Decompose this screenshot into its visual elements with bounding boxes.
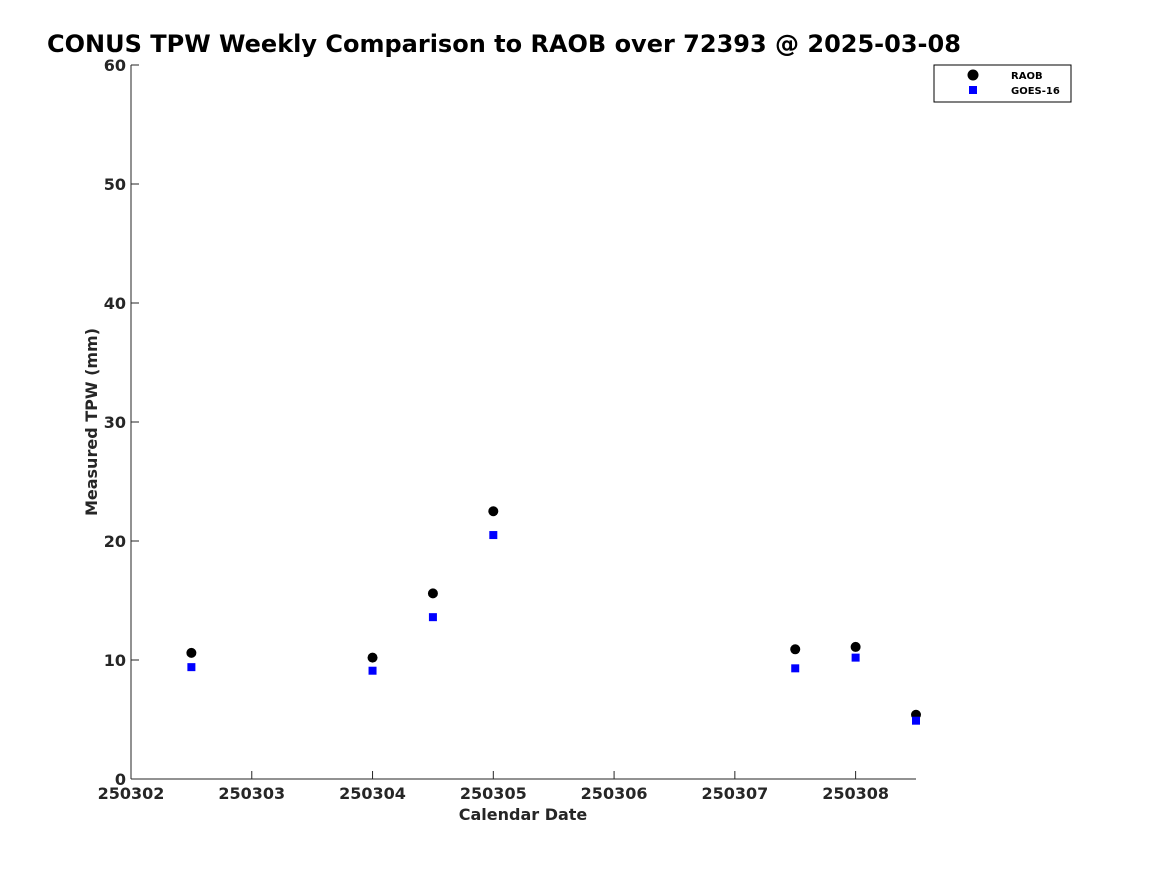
x-tick-label: 250308 — [822, 784, 889, 803]
y-axis-label: Measured TPW (mm) — [82, 328, 101, 516]
y-tick-label: 20 — [104, 532, 126, 551]
y-tick-label: 50 — [104, 175, 126, 194]
legend-marker-goes16 — [969, 86, 977, 94]
point-goes16 — [489, 531, 498, 540]
point-goes16 — [912, 716, 920, 725]
point-raob — [488, 506, 499, 517]
point-raob — [186, 647, 197, 658]
x-axis-ticks: 250302 250303 250304 250305 250306 250307 2503… — [98, 771, 889, 803]
legend-label-raob: RAOB — [1011, 71, 1043, 82]
point-goes16 — [368, 666, 377, 675]
point-raob — [367, 652, 378, 663]
data-points — [186, 506, 921, 725]
point-raob — [790, 644, 801, 655]
y-tick-label: 40 — [104, 294, 126, 313]
point-goes16 — [187, 663, 196, 672]
x-tick-label: 250303 — [218, 784, 285, 803]
x-tick-label: 250302 — [98, 784, 165, 803]
point-goes16 — [428, 613, 437, 622]
x-tick-label: 250304 — [339, 784, 406, 803]
legend-box — [933, 64, 1072, 103]
legend: RAOB GOES-16 — [933, 64, 1072, 103]
chart-title: CONUS TPW Weekly Comparison to RAOB over… — [47, 30, 961, 58]
x-tick-label: 250307 — [701, 784, 768, 803]
y-axis-ticks: 0 10 20 30 40 50 60 — [104, 56, 139, 789]
y-tick-label: 30 — [104, 413, 126, 432]
x-tick-label: 250305 — [460, 784, 527, 803]
point-goes16 — [791, 664, 800, 673]
legend-marker-raob — [967, 69, 979, 81]
point-raob — [427, 588, 438, 599]
y-tick-label: 10 — [104, 651, 126, 670]
point-raob — [850, 641, 861, 652]
x-axis-label: Calendar Date — [459, 805, 588, 824]
y-tick-label: 60 — [104, 56, 126, 75]
point-goes16 — [851, 653, 860, 662]
x-tick-label: 250306 — [581, 784, 648, 803]
y-tick-label: 0 — [115, 770, 126, 789]
legend-label-goes16: GOES-16 — [1011, 86, 1060, 97]
